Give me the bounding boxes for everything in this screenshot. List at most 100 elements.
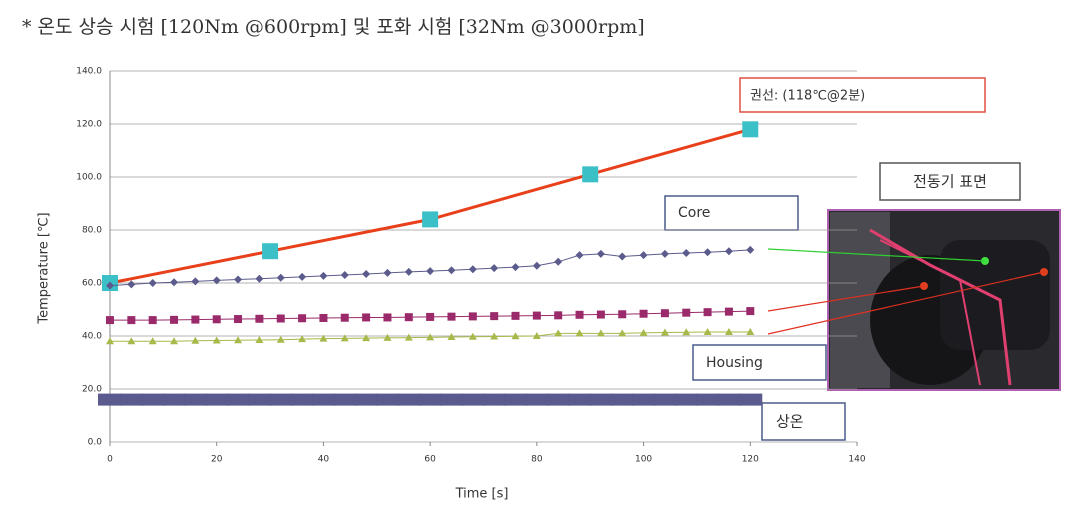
marker <box>610 393 635 406</box>
marker <box>738 393 763 406</box>
marker <box>447 333 456 341</box>
marker <box>468 265 477 274</box>
marker <box>148 279 157 287</box>
marker <box>660 249 669 258</box>
marker <box>746 245 755 254</box>
marker <box>490 332 499 340</box>
marker <box>618 252 627 261</box>
marker <box>490 312 499 321</box>
marker <box>191 315 200 324</box>
marker <box>596 310 605 319</box>
marker <box>546 393 571 406</box>
marker <box>127 280 136 289</box>
marker <box>439 393 464 406</box>
marker <box>631 393 656 406</box>
y-tick-label: 100.0 <box>76 173 102 183</box>
marker <box>127 316 136 325</box>
marker <box>340 334 349 342</box>
y-tick-label: 120.0 <box>76 120 102 130</box>
marker <box>418 393 443 406</box>
series-label: Core <box>678 205 710 221</box>
marker <box>447 266 456 275</box>
marker <box>703 248 712 257</box>
y-tick-label: 0.0 <box>88 438 103 448</box>
marker <box>276 314 285 323</box>
marker <box>639 328 648 336</box>
marker <box>716 393 741 406</box>
marker <box>362 313 371 322</box>
plot: 0.0 20.0 40.0 60.0 80.0 100.0 120.0 140.0 0 20 40 6… <box>76 67 866 465</box>
marker <box>298 314 307 323</box>
marker <box>468 312 477 321</box>
chart-title: * 온도 상승 시험 [120Nm @600rpm] 및 포화 시험 [32Nm… <box>22 16 645 38</box>
marker <box>170 278 179 287</box>
y-tick-label: 20.0 <box>82 385 102 395</box>
marker <box>426 267 435 276</box>
marker <box>618 329 627 337</box>
marker <box>191 336 200 344</box>
marker <box>383 333 392 341</box>
marker <box>724 307 733 316</box>
marker <box>340 313 349 322</box>
marker <box>524 393 549 406</box>
marker <box>276 335 285 343</box>
marker <box>426 312 435 321</box>
y-axis-label: Temperature [℃] <box>37 212 52 324</box>
marker <box>212 315 221 324</box>
series-label: 상온 <box>776 413 804 431</box>
marker <box>170 315 179 324</box>
marker <box>319 271 328 280</box>
marker <box>234 275 243 284</box>
marker <box>703 308 712 317</box>
marker <box>98 393 122 406</box>
marker <box>596 249 605 258</box>
marker <box>511 311 520 320</box>
marker <box>639 251 648 260</box>
marker <box>404 333 413 341</box>
marker <box>354 393 379 406</box>
y-tick-label: 60.0 <box>82 279 102 289</box>
marker <box>319 334 328 342</box>
marker <box>567 393 592 406</box>
marker <box>170 337 179 345</box>
x-tick-label: 20 <box>211 455 223 465</box>
marker <box>226 393 251 406</box>
marker <box>247 393 272 406</box>
marker <box>660 328 669 336</box>
marker <box>582 166 599 183</box>
marker <box>639 309 648 318</box>
marker <box>298 272 307 281</box>
marker <box>511 332 520 340</box>
y-tick-label: 80.0 <box>82 226 102 236</box>
marker <box>383 313 392 322</box>
marker <box>262 243 279 260</box>
x-axis-label: Time [s] <box>455 487 509 502</box>
callout-boxes <box>664 77 1021 441</box>
marker <box>298 335 307 343</box>
marker <box>746 328 755 336</box>
marker <box>383 268 392 277</box>
marker <box>724 247 733 256</box>
x-tick-label: 0 <box>107 455 113 465</box>
marker <box>127 337 136 345</box>
marker <box>396 393 421 406</box>
marker <box>503 393 528 406</box>
marker <box>255 274 264 283</box>
marker <box>554 329 563 337</box>
marker <box>268 393 293 406</box>
marker <box>703 328 712 336</box>
marker <box>532 311 541 320</box>
marker <box>162 393 187 406</box>
marker <box>695 393 720 406</box>
pointer-arrows <box>767 248 1045 335</box>
marker <box>106 281 114 290</box>
marker <box>234 315 243 324</box>
x-tick-label: 40 <box>318 455 330 465</box>
marker <box>204 393 229 406</box>
marker <box>106 337 114 345</box>
marker <box>212 276 221 285</box>
marker <box>319 313 328 322</box>
marker <box>554 257 563 266</box>
series-label: 권선: (118℃@2분) <box>750 89 865 104</box>
